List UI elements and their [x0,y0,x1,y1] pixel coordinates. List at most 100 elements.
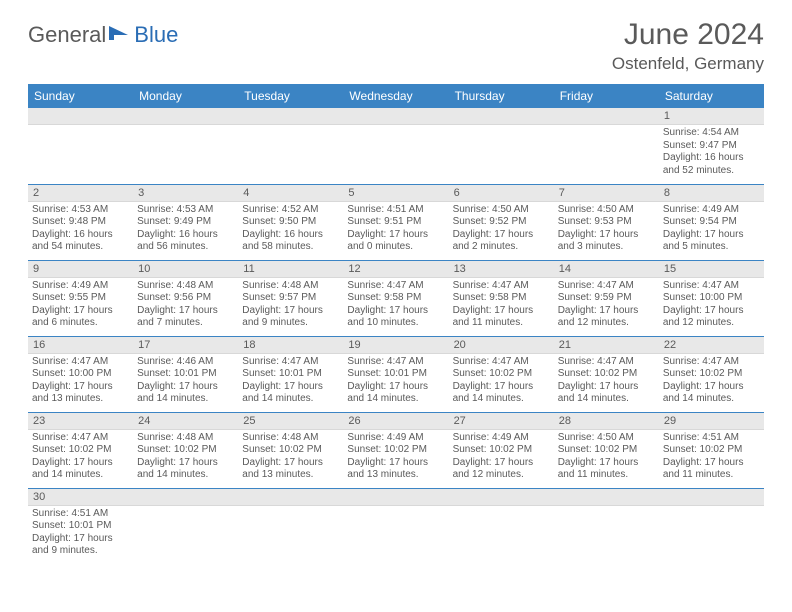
day-detail-line: Daylight: 17 hours [242,381,339,394]
calendar-day-cell: 30Sunrise: 4:51 AMSunset: 10:01 PMDaylig… [28,488,133,564]
flag-icon [108,24,132,47]
day-number: 1 [659,108,764,125]
day-detail-line: Daylight: 17 hours [32,305,129,318]
day-number: 27 [449,413,554,430]
day-detail-line: Daylight: 17 hours [663,305,760,318]
day-detail-line: Daylight: 17 hours [347,457,444,470]
calendar-day-cell: 24Sunrise: 4:48 AMSunset: 10:02 PMDaylig… [133,412,238,488]
day-detail-line: Sunset: 10:01 PM [32,520,129,533]
day-number: 3 [133,185,238,202]
day-detail-line: Sunrise: 4:51 AM [347,204,444,217]
day-details: Sunrise: 4:47 AMSunset: 10:02 PMDaylight… [28,430,133,485]
day-detail-line: and 13 minutes. [347,469,444,482]
day-detail-line: Sunrise: 4:50 AM [558,432,655,445]
day-detail-line: and 11 minutes. [453,317,550,330]
day-detail-line: and 58 minutes. [242,241,339,254]
day-detail-line: Sunset: 9:57 PM [242,292,339,305]
calendar-day-cell: 15Sunrise: 4:47 AMSunset: 10:00 PMDaylig… [659,260,764,336]
day-details: Sunrise: 4:47 AMSunset: 10:02 PMDaylight… [659,354,764,409]
day-number: 13 [449,261,554,278]
day-number: 29 [659,413,764,430]
day-detail-line: Daylight: 17 hours [663,229,760,242]
calendar-day-cell [343,488,448,564]
day-details: Sunrise: 4:49 AMSunset: 9:55 PMDaylight:… [28,278,133,333]
calendar-day-cell [449,108,554,184]
day-number: 15 [659,261,764,278]
calendar-day-cell: 7Sunrise: 4:50 AMSunset: 9:53 PMDaylight… [554,184,659,260]
day-detail-line: Daylight: 17 hours [453,305,550,318]
day-detail-line: and 14 minutes. [137,469,234,482]
calendar-day-cell: 19Sunrise: 4:47 AMSunset: 10:01 PMDaylig… [343,336,448,412]
day-number: 30 [28,489,133,506]
day-detail-line: Daylight: 17 hours [558,381,655,394]
day-detail-line: Sunrise: 4:46 AM [137,356,234,369]
day-details: Sunrise: 4:49 AMSunset: 10:02 PMDaylight… [343,430,448,485]
day-detail-line: Sunset: 10:02 PM [347,444,444,457]
day-detail-line: and 14 minutes. [137,393,234,406]
calendar-week-row: 9Sunrise: 4:49 AMSunset: 9:55 PMDaylight… [28,260,764,336]
day-detail-line: Daylight: 16 hours [32,229,129,242]
day-number: 14 [554,261,659,278]
day-detail-line: and 13 minutes. [242,469,339,482]
day-details: Sunrise: 4:54 AMSunset: 9:47 PMDaylight:… [659,125,764,180]
day-detail-line: Sunset: 9:59 PM [558,292,655,305]
day-detail-line: Sunrise: 4:47 AM [347,356,444,369]
day-number: 28 [554,413,659,430]
day-number: 23 [28,413,133,430]
day-detail-line: and 9 minutes. [242,317,339,330]
day-detail-line: Sunset: 9:50 PM [242,216,339,229]
day-detail-line: and 0 minutes. [347,241,444,254]
day-number [343,489,448,506]
day-detail-line: Sunset: 9:58 PM [347,292,444,305]
weekday-header: Saturday [659,84,764,108]
day-details: Sunrise: 4:50 AMSunset: 9:52 PMDaylight:… [449,202,554,257]
day-detail-line: and 14 minutes. [32,469,129,482]
day-number [449,489,554,506]
calendar-week-row: 16Sunrise: 4:47 AMSunset: 10:00 PMDaylig… [28,336,764,412]
day-details: Sunrise: 4:49 AMSunset: 9:54 PMDaylight:… [659,202,764,257]
calendar-day-cell: 14Sunrise: 4:47 AMSunset: 9:59 PMDayligh… [554,260,659,336]
day-number: 2 [28,185,133,202]
calendar-day-cell [28,108,133,184]
calendar-day-cell: 27Sunrise: 4:49 AMSunset: 10:02 PMDaylig… [449,412,554,488]
day-number: 17 [133,337,238,354]
weekday-header: Sunday [28,84,133,108]
calendar-day-cell: 17Sunrise: 4:46 AMSunset: 10:01 PMDaylig… [133,336,238,412]
day-details: Sunrise: 4:47 AMSunset: 10:01 PMDaylight… [343,354,448,409]
day-detail-line: and 11 minutes. [663,469,760,482]
day-detail-line: Daylight: 17 hours [242,305,339,318]
day-detail-line: Sunrise: 4:48 AM [137,432,234,445]
day-details: Sunrise: 4:49 AMSunset: 10:02 PMDaylight… [449,430,554,485]
day-details: Sunrise: 4:46 AMSunset: 10:01 PMDaylight… [133,354,238,409]
calendar-day-cell [554,488,659,564]
day-detail-line: Daylight: 17 hours [453,457,550,470]
month-title: June 2024 [612,18,764,52]
day-detail-line: Sunset: 9:49 PM [137,216,234,229]
day-detail-line: Daylight: 17 hours [137,381,234,394]
day-detail-line: Daylight: 17 hours [347,305,444,318]
calendar-day-cell [449,488,554,564]
day-number: 9 [28,261,133,278]
day-details: Sunrise: 4:50 AMSunset: 10:02 PMDaylight… [554,430,659,485]
day-detail-line: and 2 minutes. [453,241,550,254]
day-detail-line: Sunrise: 4:47 AM [347,280,444,293]
calendar-day-cell [343,108,448,184]
day-number: 8 [659,185,764,202]
calendar-day-cell: 25Sunrise: 4:48 AMSunset: 10:02 PMDaylig… [238,412,343,488]
day-detail-line: Daylight: 17 hours [32,457,129,470]
calendar-week-row: 1Sunrise: 4:54 AMSunset: 9:47 PMDaylight… [28,108,764,184]
day-detail-line: Daylight: 17 hours [663,457,760,470]
day-details: Sunrise: 4:51 AMSunset: 10:02 PMDaylight… [659,430,764,485]
day-detail-line: Sunset: 10:02 PM [453,444,550,457]
day-number [343,108,448,125]
calendar-day-cell: 6Sunrise: 4:50 AMSunset: 9:52 PMDaylight… [449,184,554,260]
day-number [133,489,238,506]
weekday-header: Friday [554,84,659,108]
day-detail-line: Sunset: 10:00 PM [663,292,760,305]
day-detail-line: Sunrise: 4:47 AM [663,356,760,369]
day-detail-line: and 52 minutes. [663,165,760,178]
day-number [238,108,343,125]
day-detail-line: Sunset: 10:02 PM [558,368,655,381]
day-details: Sunrise: 4:47 AMSunset: 10:00 PMDaylight… [28,354,133,409]
calendar-day-cell: 8Sunrise: 4:49 AMSunset: 9:54 PMDaylight… [659,184,764,260]
